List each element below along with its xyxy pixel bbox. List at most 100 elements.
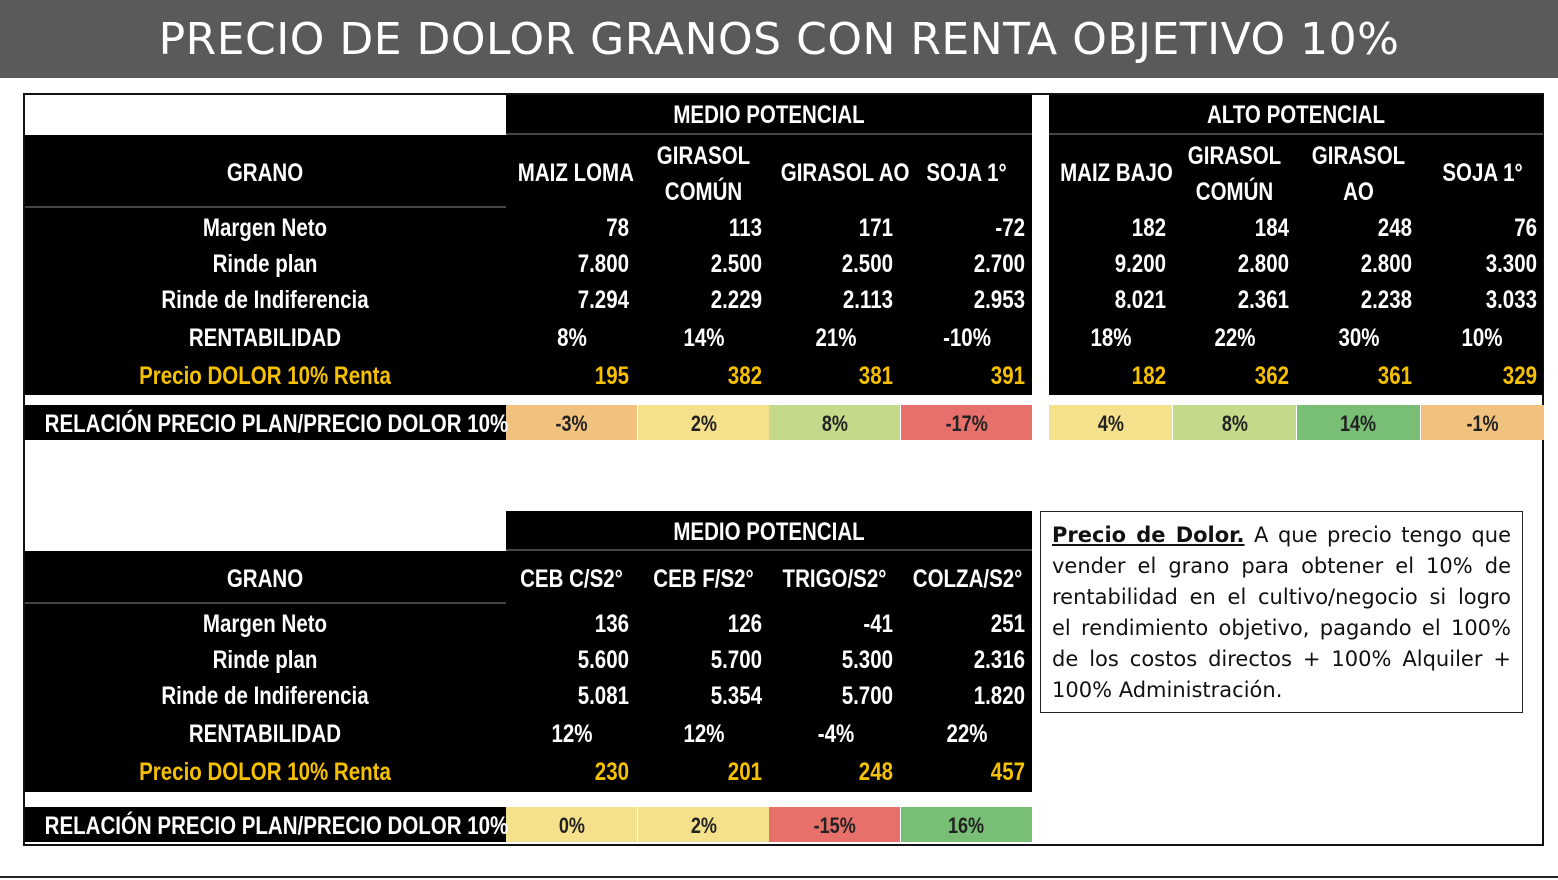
t2-rinde-value: 5.700: [710, 646, 762, 674]
t2-header: MEDIO POTENCIAL: [673, 518, 865, 546]
t1-medio-relacion-value: 2%: [690, 411, 717, 436]
t1-medio-header-divider: [506, 133, 1032, 135]
t1-medio-relacion-cell: -3%: [506, 405, 637, 440]
t2-header-divider: [506, 549, 1032, 551]
t2-indif-value: 5.081: [577, 682, 629, 710]
t1-medio-relacion-cell: -17%: [901, 405, 1032, 440]
t1-alto-rinde-value: 3.300: [1485, 250, 1537, 278]
t1-label-rent: RENTABILIDAD: [188, 324, 342, 352]
t2-relacion-cell: 0%: [506, 807, 637, 842]
t1-medio-indif-value: 2.113: [842, 286, 893, 314]
t1-medio-body-bg: [25, 135, 1032, 395]
t1-medio-indif-value: 7.294: [577, 286, 629, 314]
t1-medio-relacion-value: 8%: [821, 411, 848, 436]
t2-label-margen: Margen Neto: [202, 610, 328, 638]
t2-margen-value: -41: [863, 610, 893, 638]
note-title: Precio de Dolor.: [1052, 523, 1245, 547]
t1-medio-precio-value: 381: [858, 362, 893, 390]
t2-precio-value: 248: [858, 758, 893, 786]
t2-relacion-cell: -15%: [769, 807, 900, 842]
t1-medio-precio-value: 391: [990, 362, 1025, 390]
t1-medio-margen-value: 113: [728, 214, 762, 242]
definition-note: Precio de Dolor. A que precio tengo que …: [1040, 511, 1523, 713]
t1-alto-col-name: MAIZ BAJO: [1060, 159, 1173, 187]
t2-rentabilidad-value: -4%: [817, 720, 855, 748]
t2-label-rinde: Rinde plan: [212, 646, 318, 674]
t2-label-precio: Precio DOLOR 10% Renta: [139, 758, 391, 786]
t1-alto-indif-value: 3.033: [1485, 286, 1537, 314]
t2-relacion-label: RELACIÓN PRECIO PLAN/PRECIO DOLOR 10%: [44, 812, 509, 840]
t1-relacion-label: RELACIÓN PRECIO PLAN/PRECIO DOLOR 10%: [44, 410, 509, 438]
t1-alto-indif-value: 8.021: [1114, 286, 1166, 314]
t1-alto-rinde-value: 2.800: [1360, 250, 1412, 278]
t2-body-bg: [25, 551, 1032, 792]
t1-medio-rentabilidad-value: 14%: [683, 324, 725, 352]
t1-alto-relacion-cell: 4%: [1049, 405, 1172, 440]
t1-medio-rinde-value: 2.700: [973, 250, 1025, 278]
t1-medio-col-name: SOJA 1°: [926, 159, 1007, 187]
t1-label-grano: GRANO: [226, 159, 304, 187]
t2-margen-value: 126: [727, 610, 762, 638]
t1-alto-col-name-line1: GIRASOL: [1311, 142, 1406, 170]
t1-medio-margen-value: 78: [606, 214, 629, 242]
t2-col-name: CEB F/S2°: [653, 565, 754, 593]
t2-relacion-value: 0%: [558, 813, 585, 838]
t1-grano-divider: [25, 206, 506, 208]
t1-medio-col-name: MAIZ LOMA: [517, 159, 634, 187]
t1-medio-col-name: GIRASOL AO: [780, 159, 910, 187]
t2-precio-value: 230: [594, 758, 629, 786]
t2-indif-value: 1.820: [973, 682, 1025, 710]
t1-medio-precio-value: 382: [727, 362, 762, 390]
t1-alto-col-name-line2: COMÚN: [1195, 178, 1274, 206]
t2-margen-value: 136: [594, 610, 629, 638]
t1-alto-col-name: SOJA 1°: [1442, 159, 1523, 187]
t1-medio-indif-value: 2.953: [973, 286, 1025, 314]
t1-medio-header: MEDIO POTENCIAL: [673, 101, 865, 129]
t1-medio-relacion-cell: 2%: [638, 405, 769, 440]
t1-alto-indif-value: 2.361: [1237, 286, 1289, 314]
t1-medio-relacion-value: -3%: [555, 411, 588, 436]
t1-alto-precio-value: 182: [1131, 362, 1166, 390]
t2-relacion-value: 16%: [948, 813, 985, 838]
t1-alto-rentabilidad-value: 10%: [1461, 324, 1503, 352]
t1-alto-relacion-cell: 8%: [1173, 405, 1296, 440]
t2-relacion-value: 2%: [690, 813, 717, 838]
t1-medio-indif-value: 2.229: [710, 286, 762, 314]
t1-alto-precio-value: 329: [1502, 362, 1537, 390]
t1-label-precio: Precio DOLOR 10% Renta: [139, 362, 391, 390]
t1-medio-margen-value: 171: [858, 214, 893, 242]
t2-col-name: COLZA/S2°: [912, 565, 1023, 593]
t1-alto-precio-value: 362: [1254, 362, 1289, 390]
t1-alto-rinde-value: 9.200: [1114, 250, 1166, 278]
t2-relacion-cell: 16%: [901, 807, 1032, 842]
title-bar: [0, 0, 1558, 78]
t2-header-bg: [506, 511, 1032, 551]
t1-alto-header-bg: [1049, 95, 1543, 135]
t1-alto-relacion-value: -1%: [1466, 411, 1499, 436]
t2-rinde-value: 5.300: [841, 646, 893, 674]
t2-rentabilidad-value: 22%: [946, 720, 988, 748]
t1-alto-margen-value: 76: [1514, 214, 1537, 242]
t2-rinde-value: 2.316: [973, 646, 1025, 674]
t2-margen-value: 251: [990, 610, 1025, 638]
t1-alto-rentabilidad-value: 30%: [1338, 324, 1380, 352]
t1-alto-relacion-value: 4%: [1097, 411, 1124, 436]
t1-alto-relacion-value: 14%: [1340, 411, 1377, 436]
t1-medio-precio-value: 195: [594, 362, 629, 390]
t1-label-indif: Rinde de Indiferencia: [161, 286, 369, 314]
t1-alto-precio-value: 361: [1377, 362, 1412, 390]
t1-alto-relacion-value: 8%: [1221, 411, 1248, 436]
t1-alto-rentabilidad-value: 22%: [1214, 324, 1256, 352]
t2-rinde-value: 5.600: [577, 646, 629, 674]
t1-label-rinde: Rinde plan: [212, 250, 318, 278]
t1-relacion-label-bg: RELACIÓN PRECIO PLAN/PRECIO DOLOR 10%: [25, 405, 509, 440]
t1-medio-rinde-value: 7.800: [577, 250, 629, 278]
t2-col-name: CEB C/S2°: [520, 565, 623, 593]
t1-medio-relacion-value: -17%: [945, 411, 988, 436]
t1-medio-header-bg: [506, 95, 1032, 135]
t1-alto-header: ALTO POTENCIAL: [1206, 101, 1386, 129]
t1-alto-relacion-cell: 14%: [1297, 405, 1420, 440]
note-text: A que precio tengo que vender el grano p…: [1052, 523, 1511, 702]
t2-label-grano: GRANO: [226, 565, 304, 593]
t1-alto-margen-value: 182: [1131, 214, 1166, 242]
